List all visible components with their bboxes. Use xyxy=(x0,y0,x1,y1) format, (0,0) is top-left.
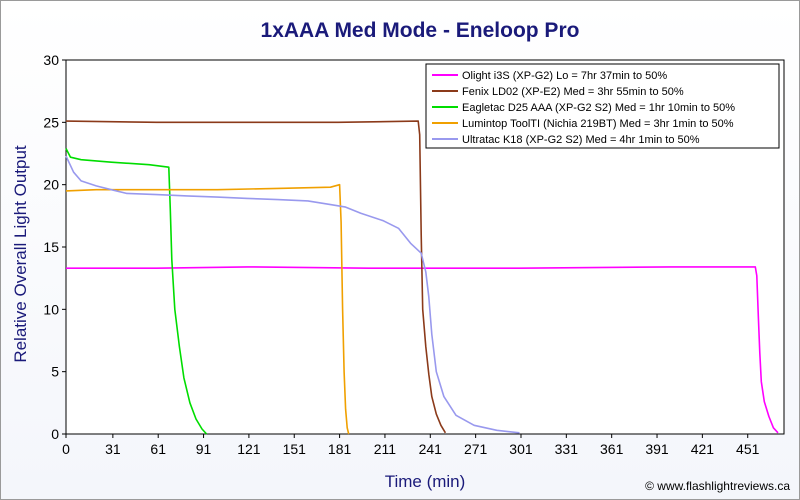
x-axis-label: Time (min) xyxy=(385,472,466,491)
y-axis: 0 5 10 15 20 25 30 xyxy=(43,52,66,442)
x-tick-label: 421 xyxy=(691,441,715,457)
series-line-4 xyxy=(65,183,350,435)
x-tick-label: 31 xyxy=(105,441,121,457)
y-axis-label: Relative Overall Light Output xyxy=(11,145,30,363)
x-tick-label: 121 xyxy=(237,441,261,457)
series-line-3 xyxy=(65,148,208,435)
y-tick-label: 25 xyxy=(43,114,59,130)
x-tick-label: 181 xyxy=(328,441,352,457)
legend-entry: Fenix LD02 (XP-E2) Med = 3hr 55min to 50… xyxy=(462,86,684,98)
legend-entry: Eagletac D25 AAA (XP-G2 S2) Med = 1hr 10… xyxy=(462,102,735,114)
chart-title: 1xAAA Med Mode - Eneloop Pro xyxy=(261,19,580,42)
y-tick-label: 20 xyxy=(43,177,59,193)
x-tick-label: 271 xyxy=(464,441,488,457)
x-tick-label: 391 xyxy=(645,441,669,457)
series-lines xyxy=(65,120,779,435)
x-tick-label: 301 xyxy=(509,441,533,457)
x-tick-label: 241 xyxy=(419,441,443,457)
legend-entry: Lumintop ToolTI (Nichia 219BT) Med = 3hr… xyxy=(462,118,734,130)
x-tick-label: 0 xyxy=(62,441,70,457)
y-tick-label: 15 xyxy=(43,239,59,255)
legend-entry: Olight i3S (XP-G2) Lo = 7hr 37min to 50% xyxy=(462,70,667,82)
x-tick-label: 151 xyxy=(283,441,307,457)
series-line-2 xyxy=(65,120,447,434)
x-tick-label: 211 xyxy=(374,441,397,457)
series-line-5 xyxy=(65,155,520,434)
x-axis: 0 31 61 91 121 151 181 211 241 271 301 331 361 391 421… xyxy=(62,434,760,457)
y-tick-label: 0 xyxy=(51,426,59,442)
x-tick-label: 361 xyxy=(600,441,624,457)
credit-text: © www.flashlightreviews.ca xyxy=(645,479,790,493)
series-line-1 xyxy=(66,266,779,434)
y-tick-label: 5 xyxy=(51,364,59,380)
legend-entry: Ultratac K18 (XP-G2 S2) Med = 4hr 1min t… xyxy=(462,134,700,146)
y-tick-label: 10 xyxy=(43,301,59,317)
x-tick-label: 331 xyxy=(555,441,579,457)
x-tick-label: 91 xyxy=(196,441,212,457)
legend: Olight i3S (XP-G2) Lo = 7hr 37min to 50%… xyxy=(425,63,780,149)
x-tick-label: 61 xyxy=(150,441,166,457)
legend-box xyxy=(425,63,780,149)
y-tick-label: 30 xyxy=(43,52,59,68)
x-tick-label: 451 xyxy=(736,441,760,457)
